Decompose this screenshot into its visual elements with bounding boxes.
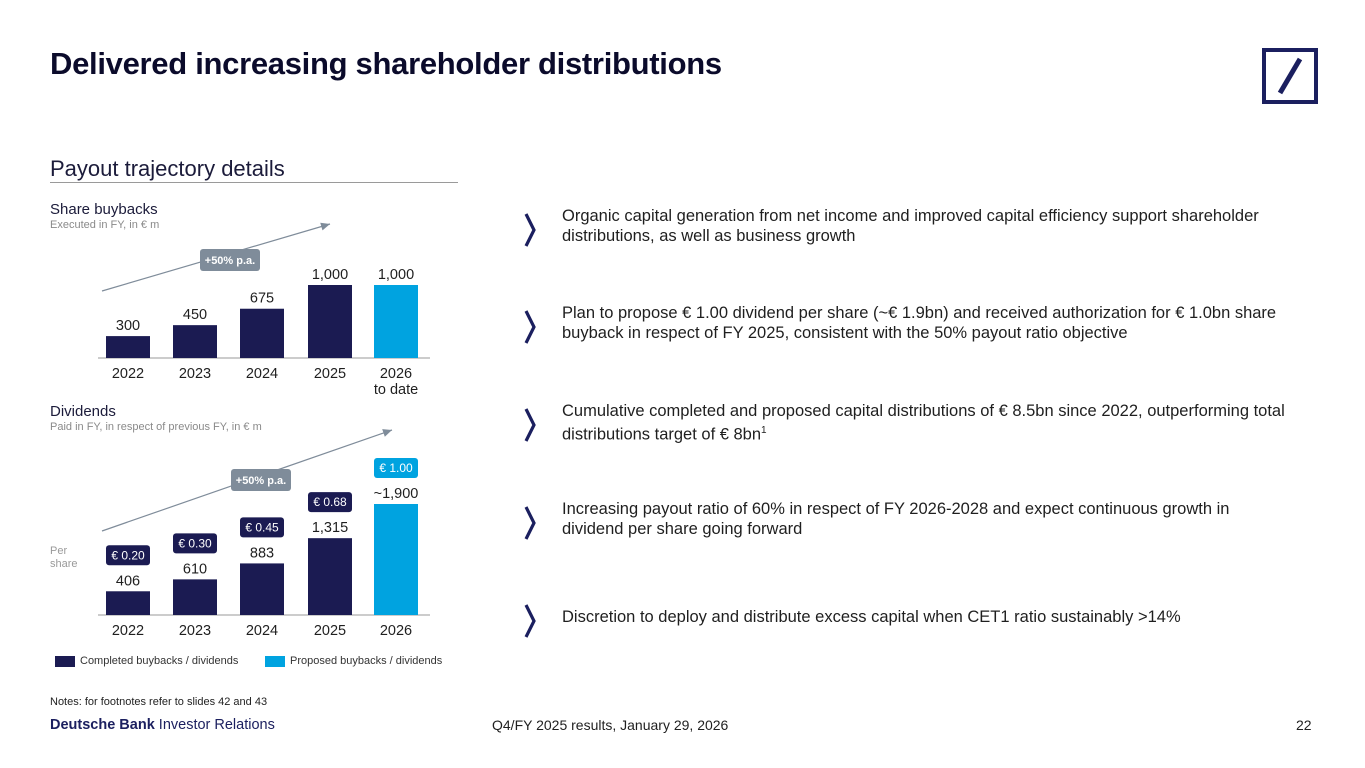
dividends-per-share-label: € 1.00 <box>379 461 413 475</box>
legend-completed-swatch <box>55 655 75 667</box>
key-point-text: Organic capital generation from net inco… <box>562 207 1259 245</box>
dividends-growth-badge-label: +50% p.a. <box>236 475 286 487</box>
chevron-right-icon <box>524 408 536 442</box>
legend-completed-label: Completed buybacks / dividends <box>80 655 239 667</box>
dividends-per-share-badge <box>240 517 284 538</box>
dividends-per-share-badge <box>374 458 418 478</box>
logo-slash-icon <box>1277 57 1303 95</box>
dividends-bar <box>106 591 150 615</box>
chevron-right-icon <box>524 310 536 344</box>
dividends-bar <box>374 504 418 615</box>
key-point: Increasing payout ratio of 60% in respec… <box>522 499 1262 543</box>
page-number: 22 <box>1296 717 1312 733</box>
footnote-notes: Notes: for footnotes refer to slides 42 … <box>50 696 268 708</box>
dividends-value-label: 1,315 <box>312 520 348 536</box>
dividends-growth-badge <box>231 469 291 491</box>
footnote-marker: 1 <box>761 425 767 436</box>
section-divider <box>50 182 458 183</box>
dividends-per-share-badge <box>173 533 217 554</box>
key-point-text: Cumulative completed and proposed capita… <box>562 401 1322 445</box>
dividends-growth-arrow-head-icon <box>382 429 392 437</box>
buybacks-tick-label: 2023 <box>179 366 211 382</box>
dividends-bar <box>173 579 217 615</box>
dividends-tick-label: 2023 <box>179 623 211 639</box>
buybacks-growth-badge <box>200 249 260 271</box>
dividends-per-share-badge <box>106 545 150 566</box>
buybacks-value-label: 450 <box>183 307 207 323</box>
key-point: Cumulative completed and proposed capita… <box>522 401 1322 445</box>
buybacks-growth-badge-label: +50% p.a. <box>205 255 255 267</box>
buybacks-tick-label: 2026 <box>380 366 412 382</box>
buybacks-bar <box>308 285 352 358</box>
legend-proposed-label: Proposed buybacks / dividends <box>290 655 443 667</box>
key-point-text: Plan to propose € 1.00 dividend per shar… <box>562 304 1277 342</box>
dividends-value-label: ~1,900 <box>374 486 419 502</box>
section-title: Payout trajectory details <box>50 156 285 181</box>
chevron-right-icon <box>524 213 536 247</box>
page-title: Delivered increasing shareholder distrib… <box>50 46 722 81</box>
deutsche-bank-logo <box>1262 48 1318 104</box>
buybacks-tick-label: 2022 <box>112 366 144 382</box>
buybacks-bar <box>106 336 150 358</box>
dividends-per-share-badge <box>308 492 352 513</box>
dividends-value-label: 406 <box>116 573 140 589</box>
dividends-tick-label: 2025 <box>314 623 346 639</box>
chevron-right-icon <box>524 604 536 638</box>
buybacks-tick-label: 2024 <box>246 366 278 382</box>
dividends-per-share-label: € 0.68 <box>313 495 347 509</box>
dividends-bar <box>308 538 352 615</box>
footer-brand-name: Deutsche Bank <box>50 717 155 733</box>
dividends-tick-label: 2026 <box>380 623 412 639</box>
buybacks-chart-subtitle: Executed in FY, in € m <box>50 219 160 231</box>
footer-brand-unit: Investor Relations <box>154 717 275 733</box>
dividends-tick-label: 2022 <box>112 623 144 639</box>
legend-proposed-swatch <box>265 655 285 667</box>
key-point: Organic capital generation from net inco… <box>522 206 1322 250</box>
dividends-per-share-label: € 0.20 <box>111 548 145 562</box>
buybacks-tick-sublabel: to date <box>374 382 418 398</box>
dividends-per-share-label: € 0.30 <box>178 536 212 550</box>
chevron-right-icon <box>524 506 536 540</box>
key-point: Plan to propose € 1.00 dividend per shar… <box>522 303 1322 347</box>
key-point: Discretion to deploy and distribute exce… <box>522 597 1322 641</box>
buybacks-value-label: 675 <box>250 291 274 307</box>
dividends-per-share-label: € 0.45 <box>245 520 279 534</box>
per-share-label: Per share <box>50 545 78 570</box>
payout-charts: +50% p.a. 300 2022 450 2023 675 2024 1,000 2025 1… <box>98 222 430 639</box>
dividends-value-label: 610 <box>183 561 207 577</box>
dividends-bar <box>240 563 284 615</box>
buybacks-value-label: 1,000 <box>378 267 414 283</box>
buybacks-bar <box>173 325 217 358</box>
buybacks-chart-title: Share buybacks <box>50 201 158 218</box>
buybacks-value-label: 300 <box>116 318 140 334</box>
buybacks-bar <box>240 308 284 358</box>
dividends-tick-label: 2024 <box>246 623 278 639</box>
dividends-chart-title: Dividends <box>50 403 116 420</box>
footer-brand: Deutsche Bank Investor Relations <box>50 717 275 733</box>
buybacks-bar <box>374 285 418 358</box>
buybacks-growth-arrow-head-icon <box>320 222 330 231</box>
buybacks-value-label: 1,000 <box>312 267 348 283</box>
key-point-text: Increasing payout ratio of 60% in respec… <box>562 500 1230 538</box>
key-point-text-main: Cumulative completed and proposed capita… <box>562 402 1285 444</box>
legend-proposed: Proposed buybacks / dividends <box>265 655 442 667</box>
legend-completed: Completed buybacks / dividends <box>55 655 238 667</box>
dividends-chart-subtitle: Paid in FY, in respect of previous FY, i… <box>50 421 262 433</box>
buybacks-tick-label: 2025 <box>314 366 346 382</box>
footer-event: Q4/FY 2025 results, January 29, 2026 <box>492 717 729 733</box>
dividends-value-label: 883 <box>250 545 274 561</box>
key-point-text: Discretion to deploy and distribute exce… <box>562 608 1181 626</box>
